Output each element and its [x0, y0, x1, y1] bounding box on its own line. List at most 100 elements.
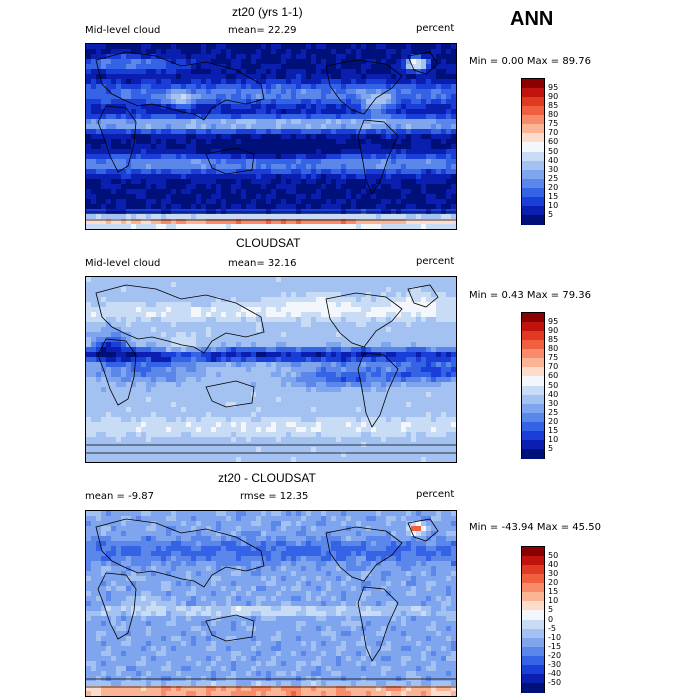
map-cell	[161, 109, 167, 115]
map-cell	[311, 337, 317, 343]
map-cell	[291, 174, 297, 180]
map-cell	[176, 332, 182, 338]
map-cell	[451, 44, 456, 50]
map-cell	[211, 342, 217, 348]
map-cell	[86, 322, 92, 328]
map-cell	[396, 317, 402, 323]
map-cell	[206, 387, 212, 393]
map-cell	[191, 174, 197, 180]
map-cell	[406, 312, 412, 318]
map-cell	[256, 154, 262, 160]
map-cell	[226, 367, 232, 373]
map-cell	[101, 54, 107, 60]
map-cell	[451, 199, 456, 205]
map-cell	[86, 307, 92, 313]
map-cell	[206, 139, 212, 145]
map-cell	[106, 362, 112, 368]
map-cell	[391, 154, 397, 160]
map-cell	[276, 79, 282, 85]
map-cell	[391, 214, 397, 220]
map-cell	[276, 417, 282, 423]
map-cell	[86, 189, 92, 195]
map-cell	[356, 362, 362, 368]
map-cell	[411, 94, 417, 100]
map-cell	[261, 44, 267, 50]
map-cell	[376, 94, 382, 100]
map-cell	[231, 312, 237, 318]
map-cell	[411, 337, 417, 343]
map-cell	[346, 169, 352, 175]
map-cell	[231, 84, 237, 90]
map-cell	[411, 307, 417, 313]
map-cell	[116, 392, 122, 398]
map-cell	[166, 317, 172, 323]
map-cell	[416, 317, 422, 323]
map-cell	[121, 397, 127, 403]
map-cell	[366, 282, 372, 288]
map-cell	[416, 119, 422, 125]
map-cell	[236, 99, 242, 105]
map-cell	[326, 59, 332, 65]
colorbar-tick-label: 70	[548, 128, 559, 138]
map-cell	[451, 104, 456, 110]
map-cell	[376, 134, 382, 140]
map-cell	[131, 317, 137, 323]
map-cell	[321, 174, 327, 180]
map-cell	[346, 312, 352, 318]
map-cell	[321, 372, 327, 378]
map-cell	[221, 79, 227, 85]
map-cell	[221, 407, 227, 413]
map-cell	[271, 189, 277, 195]
map-cell	[141, 422, 147, 428]
map-cell	[86, 332, 92, 338]
map-cell	[426, 397, 432, 403]
map-cell	[376, 154, 382, 160]
map-cell	[251, 54, 257, 60]
map-cell	[436, 322, 442, 328]
map-cell	[161, 412, 167, 418]
map-cell	[406, 332, 412, 338]
map-cell	[156, 189, 162, 195]
map-cell	[86, 119, 92, 125]
map-cell	[166, 297, 172, 303]
map-cell	[366, 357, 372, 363]
map-cell	[451, 342, 456, 348]
map-cell	[296, 184, 302, 190]
map-cell	[271, 277, 277, 283]
map-cell	[241, 422, 247, 428]
map-cell	[226, 54, 232, 60]
map-cell	[186, 109, 192, 115]
map-cell	[216, 59, 222, 65]
map-cell	[266, 214, 272, 220]
map-cell	[96, 174, 102, 180]
map-cell	[221, 104, 227, 110]
map-cell	[226, 357, 232, 363]
map-cell	[206, 154, 212, 160]
map-cell	[96, 114, 102, 120]
map-cell	[226, 159, 232, 165]
map-cell	[371, 64, 377, 70]
map-cell	[296, 219, 302, 225]
map-cell	[121, 129, 127, 135]
map-cell	[251, 69, 257, 75]
map-cell	[156, 169, 162, 175]
map-cell	[291, 159, 297, 165]
map-cell	[236, 159, 242, 165]
map-cell	[151, 179, 157, 185]
map-cell	[341, 287, 347, 293]
map-cell	[261, 277, 267, 283]
map-cell	[216, 282, 222, 288]
map-cell	[196, 84, 202, 90]
map-cell	[156, 277, 162, 283]
map-cell	[426, 54, 432, 60]
map-cell	[286, 94, 292, 100]
map-cell	[136, 184, 142, 190]
map-cell	[446, 387, 452, 393]
map-cell	[371, 154, 377, 160]
map-cell	[201, 387, 207, 393]
map-cell	[201, 124, 207, 130]
map-cell	[271, 347, 277, 353]
map-cell	[416, 164, 422, 170]
map-cell	[196, 169, 202, 175]
map-cell	[131, 149, 137, 155]
